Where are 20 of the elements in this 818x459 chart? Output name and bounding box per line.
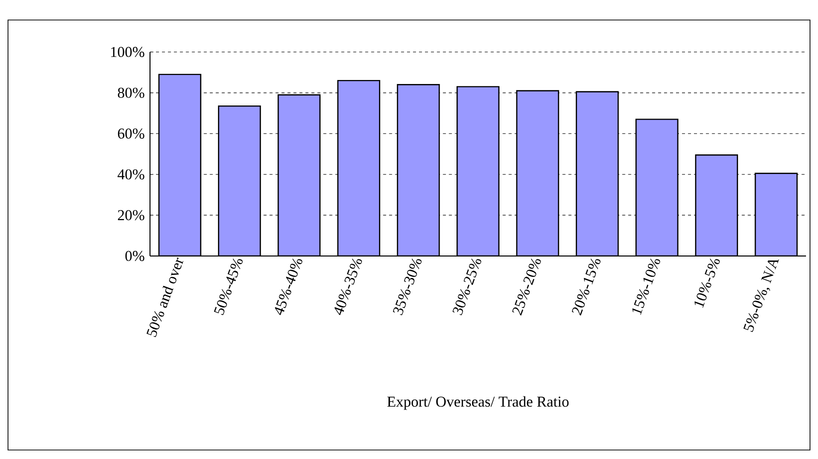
bar: [278, 94, 321, 256]
y-tick-label: 0%: [125, 250, 144, 262]
bar: [635, 118, 678, 256]
bar: [158, 74, 202, 256]
x-tick-label: 50% and over: [146, 258, 184, 338]
x-tick-label: 10%-5%: [694, 258, 720, 308]
y-tick-label: 40%: [118, 169, 144, 180]
bar: [576, 91, 619, 256]
y-tick-label: 80%: [118, 88, 144, 98]
bar: [218, 105, 261, 256]
bar: [396, 84, 440, 256]
bar: [456, 86, 500, 256]
y-tick-label: 20%: [118, 210, 144, 220]
y-tick-label: 60%: [118, 128, 144, 139]
bar: [754, 172, 798, 256]
bar: [337, 80, 380, 256]
bar: [695, 154, 738, 256]
y-tick-label: 100%: [111, 46, 144, 58]
bar: [516, 90, 560, 256]
x-axis-title: Export/ Overseas/ Trade Ratio: [387, 396, 569, 410]
